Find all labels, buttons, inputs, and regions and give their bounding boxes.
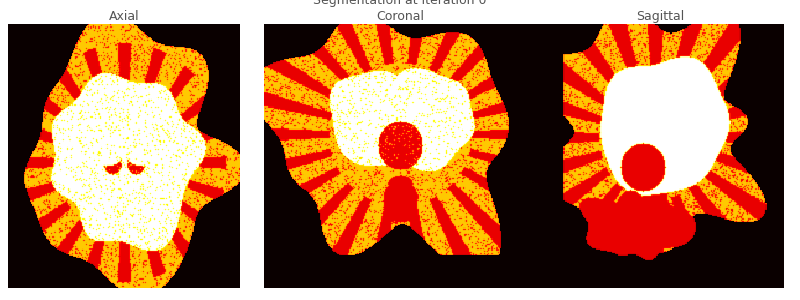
Title: Sagittal: Sagittal: [636, 10, 684, 23]
Title: Segmentation at iteration 0
Coronal: Segmentation at iteration 0 Coronal: [314, 0, 486, 23]
Title: Axial: Axial: [109, 10, 139, 23]
